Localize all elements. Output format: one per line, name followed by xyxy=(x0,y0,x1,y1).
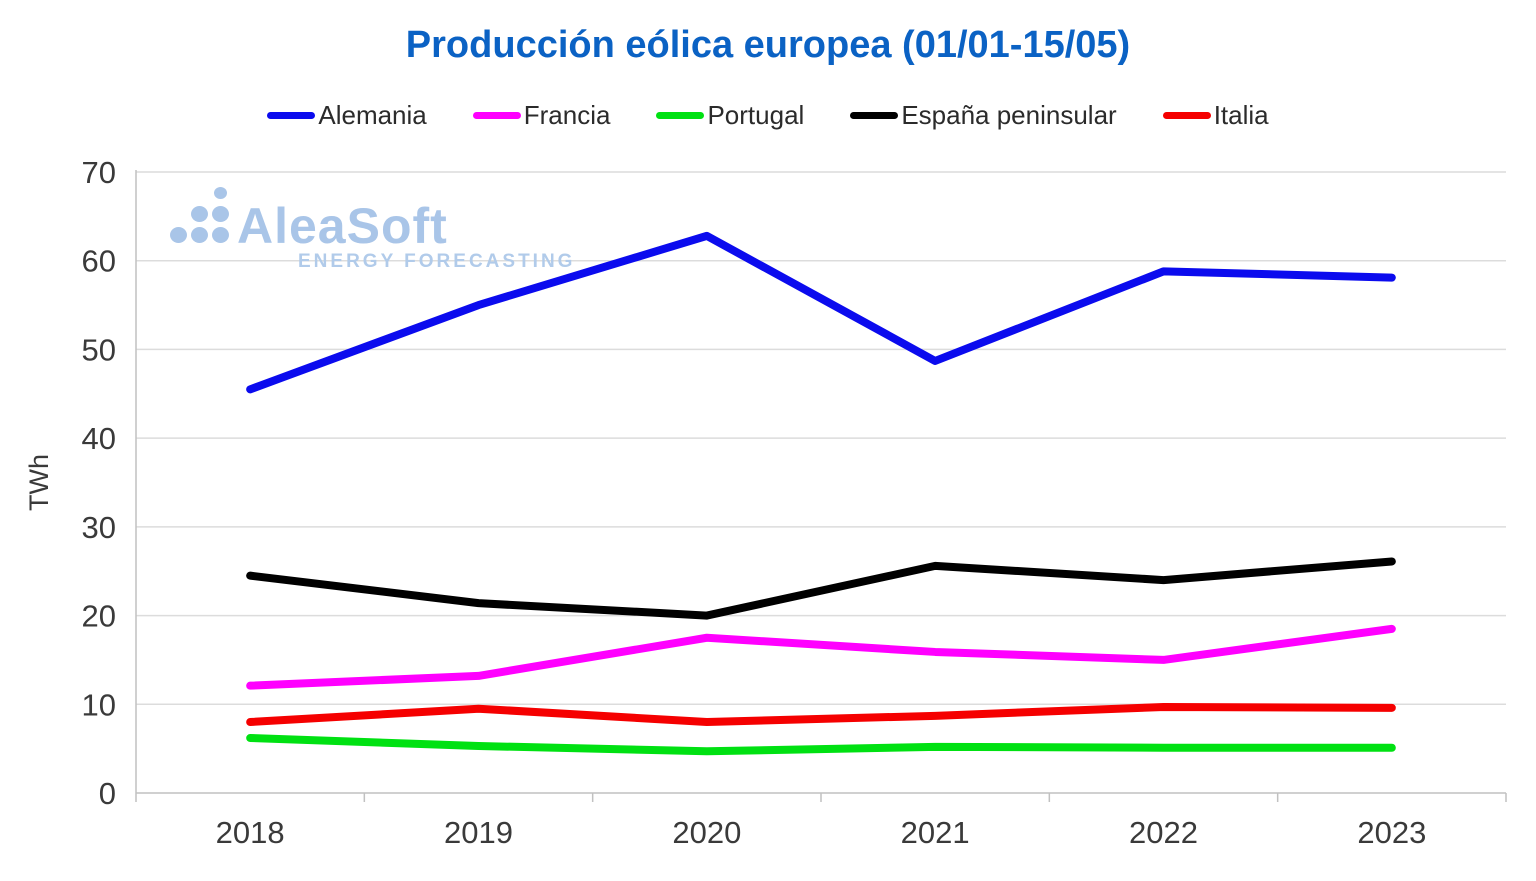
legend-label: Italia xyxy=(1213,100,1269,130)
series-line-italia xyxy=(246,702,1396,727)
series-line-alemania xyxy=(246,231,1396,394)
y-tick-label: 40 xyxy=(82,421,116,456)
legend-label: Alemania xyxy=(318,100,427,130)
legend-swatch xyxy=(472,112,521,119)
legend-item-francia: Francia xyxy=(472,100,611,131)
y-tick-label: 50 xyxy=(82,332,116,367)
watermark-subtitle: ENERGY FORECASTING xyxy=(298,251,576,272)
legend-item-alemania: Alemania xyxy=(267,100,427,131)
y-tick-label: 30 xyxy=(82,510,116,545)
x-tick-label: 2022 xyxy=(1129,815,1198,850)
y-tick-label: 0 xyxy=(99,776,116,811)
series-line-españa-peninsular xyxy=(246,557,1396,620)
x-tick-label: 2021 xyxy=(901,815,970,850)
series-line-francia xyxy=(246,624,1396,690)
chart-title: Producción eólica europea (01/01-15/05) xyxy=(405,24,1131,66)
legend-label: Portugal xyxy=(707,100,805,130)
aleasoft-dots-logo-icon xyxy=(168,182,231,245)
legend-swatch xyxy=(656,112,705,119)
legend-label: Francia xyxy=(523,100,611,130)
y-axis-title: TWh xyxy=(24,454,54,511)
x-tick-label: 2020 xyxy=(672,815,741,850)
x-tick-label: 2018 xyxy=(216,815,285,850)
legend-swatch xyxy=(850,112,899,119)
aleasoft-watermark: AleaSoft ENERGY FORECASTING xyxy=(168,182,575,273)
watermark-brand-name: AleaSoft xyxy=(237,198,448,254)
legend-label: España peninsular xyxy=(901,100,1117,130)
legend-item-portugal: Portugal xyxy=(656,100,804,131)
legend-item-italia: Italia xyxy=(1162,100,1269,131)
y-tick-label: 20 xyxy=(82,599,116,634)
chart-legend: Alemania Francia Portugal España peninsular… xyxy=(0,100,1536,131)
x-tick-label: 2023 xyxy=(1357,815,1426,850)
legend-item-españa-peninsular: España peninsular xyxy=(850,100,1117,131)
y-tick-label: 10 xyxy=(82,687,116,722)
legend-swatch xyxy=(267,112,316,119)
y-tick-label: 70 xyxy=(82,155,116,190)
series-line-portugal xyxy=(246,733,1396,756)
legend-swatch xyxy=(1162,112,1211,119)
y-tick-label: 60 xyxy=(82,244,116,279)
x-tick-label: 2019 xyxy=(444,815,513,850)
